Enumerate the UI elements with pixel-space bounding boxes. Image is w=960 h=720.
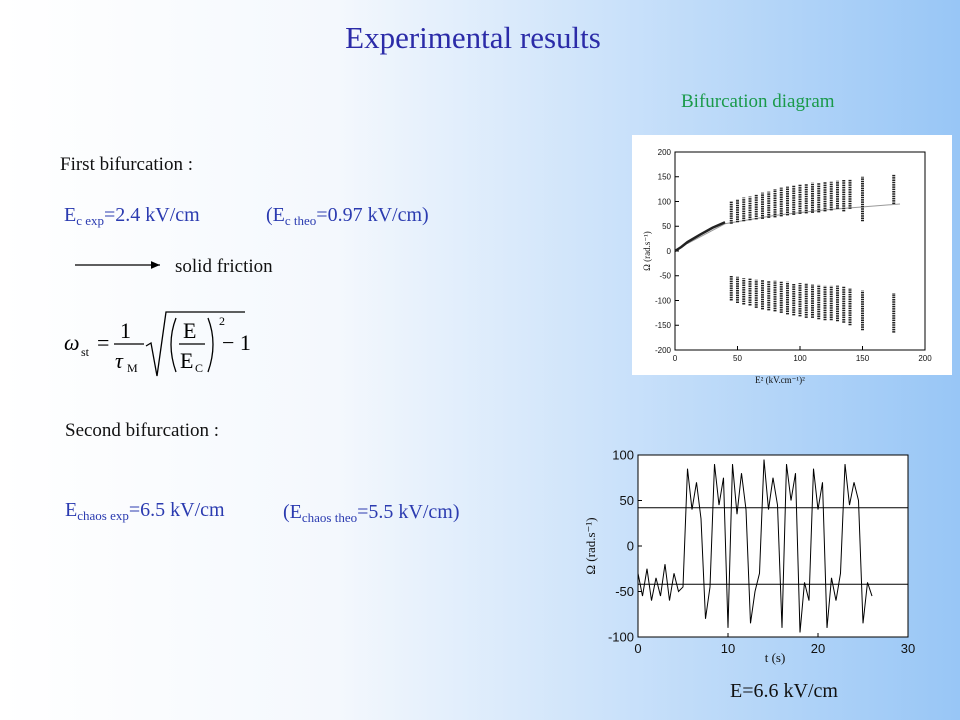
bifurcation-heading: Bifurcation diagram [681,91,835,112]
y-tick-label: 150 [658,173,672,182]
t: =0.97 kV/cm) [316,204,428,226]
t: =2.4 kV/cm [104,204,200,226]
t: E [183,318,196,343]
title: Experimental results [345,20,601,55]
x-axis-label: E² (kV.cm⁻¹)² [755,375,805,385]
y-tick-label: -50 [615,584,634,599]
x-tick-label: 0 [634,641,641,656]
y-tick-label: 100 [658,197,672,206]
x-tick-label: 150 [856,354,870,363]
y-tick-label: -50 [659,272,671,281]
y-tick-label: -100 [655,296,672,305]
x-tick-label: 100 [793,354,807,363]
x-tick-label: 0 [673,354,678,363]
t: =6.5 kV/cm [129,499,225,521]
x-tick-label: 200 [918,354,932,363]
t: st [81,345,90,359]
signal-line [637,459,873,633]
ec-exp: Ec exp=2.4 kV/cm [64,204,200,228]
t: E [64,204,76,226]
second-heading: Second bifurcation : [65,420,219,441]
y-tick-label: 50 [662,222,671,231]
x-axis-label: t (s) [765,650,786,665]
t: 1 [120,318,131,343]
t: =5.5 kV/cm) [357,501,459,523]
y-tick-label: 200 [658,148,672,157]
ec-theo: (Ec theo=0.97 kV/cm) [266,204,429,228]
y-tick-label: 100 [612,448,634,463]
sqrt [145,311,245,377]
plot-frame [637,454,909,638]
y-axis-label: Ω (rad.s⁻¹) [642,231,652,271]
t: (E [266,204,285,226]
y-tick-label: 0 [627,539,634,554]
parens [170,317,214,373]
echaos-theo: (Echaos theo=5.5 kV/cm) [283,501,460,525]
t: E [180,348,193,373]
x-tick-label: 50 [733,354,742,363]
x-tick-label: 10 [721,641,735,656]
formula: ω st = 1 τ M E E C 2 − 1 [64,311,251,377]
y-tick-label: 0 [667,247,672,256]
field-caption: E=6.6 kV/cm [730,680,838,702]
y-axis-label: Ω (rad.s⁻¹) [583,517,598,574]
x-tick-label: 30 [901,641,915,656]
t: 2 [219,314,225,328]
t: C [195,361,203,375]
t: c theo [285,213,316,228]
plot-frame [674,151,926,351]
arrow-text: solid friction [175,256,273,277]
y-tick-label: 50 [620,493,634,508]
fixed-branch [674,221,726,253]
t: E [65,499,77,521]
t: chaos exp [77,508,129,523]
t: ω [64,330,80,355]
y-tick-label: -150 [655,321,672,330]
first-heading: First bifurcation : [60,154,193,175]
t: M [127,361,138,375]
t: chaos theo [302,510,357,525]
t: = [97,330,109,355]
t: − 1 [222,330,251,355]
t: τ [115,348,124,373]
t: (E [283,501,302,523]
x-tick-label: 20 [811,641,825,656]
y-tick-label: -100 [608,630,634,645]
t: c exp [76,213,104,228]
echaos-exp: Echaos exp=6.5 kV/cm [65,499,225,523]
y-tick-label: -200 [655,346,672,355]
